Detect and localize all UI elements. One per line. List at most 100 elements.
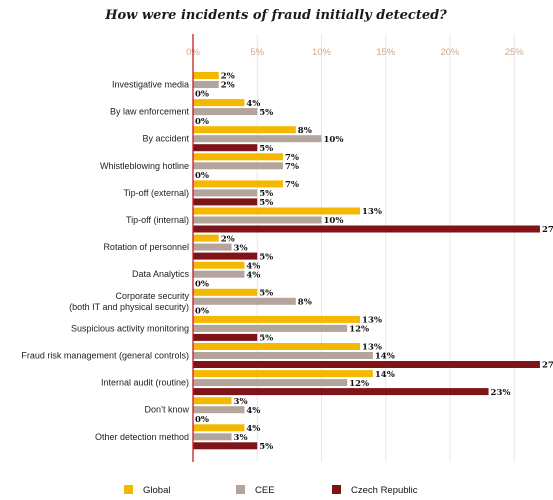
bar-value-label: 4% — [246, 261, 260, 271]
category-labels: Investigative media By law enforcement By … — [21, 80, 189, 442]
bar-value-label: 0% — [195, 171, 209, 181]
bar — [193, 270, 245, 278]
bar-value-label: 0% — [195, 279, 209, 289]
bar-value-label: 8% — [298, 126, 312, 136]
bar — [193, 108, 258, 116]
bar — [193, 252, 258, 260]
bar-value-label: 4% — [246, 99, 260, 109]
bar-value-label: 3% — [234, 433, 248, 443]
legend-swatch — [332, 485, 341, 494]
bar — [193, 162, 283, 170]
bar-value-label: 23% — [491, 388, 511, 398]
bar-value-label: 27% — [542, 225, 553, 235]
bar-value-label: 13% — [362, 343, 382, 353]
bar — [193, 297, 296, 305]
category-label: Tip-off (internal) — [126, 215, 189, 225]
bar-value-label: 7% — [285, 162, 299, 172]
bar — [193, 234, 219, 242]
bar-value-label: 5% — [259, 108, 273, 118]
bar-value-label: 4% — [246, 424, 260, 434]
bar — [193, 135, 322, 143]
bar — [193, 261, 245, 269]
bar-value-label: 5% — [259, 334, 273, 344]
bar-value-label: 13% — [362, 207, 382, 217]
bar-value-label: 3% — [234, 397, 248, 407]
bar — [193, 198, 258, 206]
bar — [193, 397, 232, 405]
bar — [193, 352, 373, 359]
bar — [193, 424, 245, 432]
bar-value-label: 12% — [349, 325, 369, 335]
bar-value-label: 8% — [298, 298, 312, 308]
legend-label: Czech Republic — [351, 485, 418, 496]
bar-value-label: 4% — [246, 270, 260, 280]
bar-value-label: 5% — [259, 442, 273, 452]
x-tick-label: 20% — [440, 47, 460, 58]
bar-value-label: 12% — [349, 379, 369, 389]
legend-swatch — [124, 485, 133, 494]
bar — [193, 180, 283, 188]
bar — [193, 225, 540, 233]
gridlines — [256, 34, 515, 462]
category-label: (both IT and physical security) — [69, 302, 189, 312]
bar — [193, 207, 361, 215]
bar-value-label: 5% — [259, 144, 273, 154]
category-label: Data Analytics — [132, 269, 190, 279]
category-label: Rotation of personnel — [103, 242, 189, 252]
bar-value-label: 5% — [259, 252, 273, 262]
bar-value-label: 7% — [285, 180, 299, 190]
bar-value-label: 5% — [259, 189, 273, 199]
category-label: Don’t know — [144, 405, 189, 415]
category-label: Corporate security — [115, 291, 189, 301]
bar-value-label: 7% — [285, 153, 299, 163]
bar-value-label: 0% — [195, 307, 209, 317]
bar — [193, 406, 245, 414]
category-label: Tip-off (external) — [123, 188, 189, 198]
category-label: Whistleblowing hotline — [100, 161, 189, 171]
bar-value-label: 0% — [195, 415, 209, 425]
bar-value-label: 13% — [362, 316, 382, 326]
bar-value-label: 2% — [221, 72, 235, 82]
bar — [193, 216, 322, 224]
bar — [193, 343, 361, 350]
legend: Global CEE Czech Republic — [124, 485, 418, 496]
bar — [193, 72, 219, 79]
value-labels: 2%2%0%4%5%0%8%10%5%7%7%0%7%5%5%13%10%27%… — [195, 72, 553, 452]
category-label: Internal audit (routine) — [101, 378, 189, 388]
bar — [193, 370, 373, 378]
x-tick-label: 5% — [250, 47, 264, 58]
x-axis-ticks: 0% 5% 10% 15% 20% 25% — [186, 47, 524, 58]
bar — [193, 333, 258, 341]
chart-title: How were incidents of fraud initially de… — [104, 8, 447, 23]
bar — [193, 315, 361, 323]
bar-value-label: 4% — [246, 406, 260, 416]
category-label: Fraud risk management (general controls) — [21, 351, 189, 361]
bar — [193, 324, 348, 332]
bar-value-label: 0% — [195, 90, 209, 100]
category-label: Suspicious activity monitoring — [71, 323, 189, 333]
bar-value-label: 5% — [259, 289, 273, 299]
bar — [193, 442, 258, 450]
legend-label: Global — [143, 485, 170, 496]
category-label: Other detection method — [95, 432, 189, 442]
bar-value-label: 14% — [375, 352, 395, 362]
bar — [193, 361, 540, 368]
bar — [193, 81, 219, 88]
bar-value-label: 10% — [324, 216, 344, 226]
category-label: Investigative media — [112, 80, 189, 90]
bar-value-label: 3% — [234, 243, 248, 253]
bar — [193, 288, 258, 296]
bar — [193, 243, 232, 251]
bar — [193, 126, 296, 134]
bar — [193, 144, 258, 152]
bar-value-label: 14% — [375, 370, 395, 380]
category-label: By accident — [142, 134, 189, 144]
bar — [193, 379, 348, 387]
category-label: By law enforcement — [110, 107, 190, 117]
bars — [193, 72, 540, 450]
bar-value-label: 0% — [195, 117, 209, 127]
x-tick-label: 15% — [376, 47, 396, 58]
bar-value-label: 10% — [324, 135, 344, 145]
